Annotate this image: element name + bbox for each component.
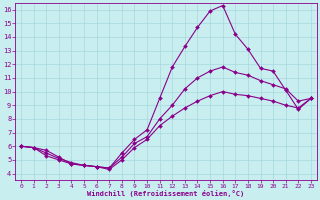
X-axis label: Windchill (Refroidissement éolien,°C): Windchill (Refroidissement éolien,°C): [87, 190, 244, 197]
